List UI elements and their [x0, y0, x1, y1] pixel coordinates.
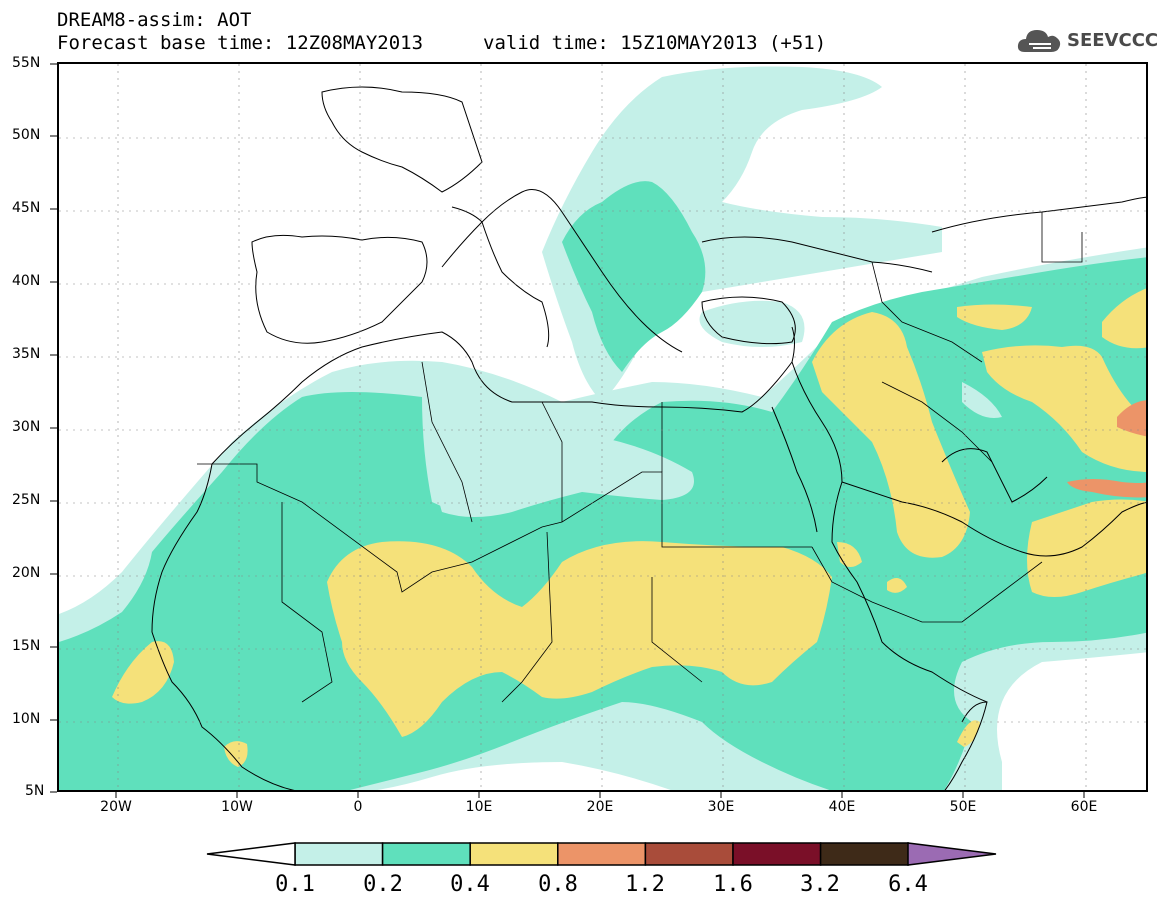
colorbar-tick-label: 6.4 [888, 872, 928, 897]
lon-label-0: 0 [353, 799, 363, 815]
aot-contour-0.4 [112, 288, 1146, 767]
lat-label-35n: 35N [12, 346, 41, 362]
colorbar-swatch [557, 842, 647, 866]
lon-label-30e: 30E [707, 799, 735, 815]
colorbar-swatch [644, 842, 734, 866]
colorbar-swatch [469, 842, 559, 866]
lon-label-60e: 60E [1070, 799, 1098, 815]
colorbar-swatch [294, 842, 384, 866]
forecast-base-time: Forecast base time: 12Z08MAY2013 [57, 32, 424, 54]
colorbar-tick-label: 1.6 [713, 872, 753, 897]
colorbar-tick-label: 0.1 [275, 872, 315, 897]
colorbar-tick-label: 1.2 [625, 872, 665, 897]
lat-label-20n: 20N [12, 565, 41, 581]
lon-label-20e: 20E [586, 799, 614, 815]
colorbar-tick-label: 0.8 [538, 872, 578, 897]
lon-label-20w: 20W [100, 799, 132, 815]
lat-label-50n: 50N [12, 127, 41, 143]
coastlines [151, 86, 1146, 790]
lat-label-45n: 45N [12, 200, 41, 216]
lon-label-50e: 50E [949, 799, 977, 815]
colorbar-tick-label: 0.4 [450, 872, 490, 897]
logo-text: SEEVCCC [1067, 30, 1159, 51]
map-panel [57, 62, 1148, 792]
lat-label-30n: 30N [12, 419, 41, 435]
lat-label-10n: 10N [12, 711, 41, 727]
colorbar-swatch [381, 842, 471, 866]
cloud-icon [1017, 30, 1061, 52]
lat-label-5n: 5N [25, 783, 45, 799]
lon-label-10w: 10W [221, 799, 253, 815]
valid-time: valid time: 15Z10MAY2013 (+51) [483, 32, 827, 54]
country-borders [197, 212, 1083, 703]
aot-map [59, 64, 1146, 790]
graticule [59, 64, 1146, 790]
lat-label-40n: 40N [12, 273, 41, 289]
lon-label-40e: 40E [828, 799, 856, 815]
lat-label-25n: 25N [12, 492, 41, 508]
lat-label-55n: 55N [12, 55, 41, 71]
colorbar-under-arrow [206, 842, 296, 866]
aot-contour-0.8 [1067, 400, 1146, 498]
colorbar-tick-label: 3.2 [800, 872, 840, 897]
colorbar-swatch [819, 842, 909, 866]
colorbar-over-arrow [907, 842, 997, 866]
seevccc-logo: SEEVCCC [1015, 24, 1159, 60]
lat-label-15n: 15N [12, 638, 41, 654]
colorbar-swatch [732, 842, 822, 866]
lon-label-10e: 10E [465, 799, 493, 815]
map-title: DREAM8-assim: AOT [57, 9, 252, 31]
colorbar-tick-label: 0.2 [363, 872, 403, 897]
